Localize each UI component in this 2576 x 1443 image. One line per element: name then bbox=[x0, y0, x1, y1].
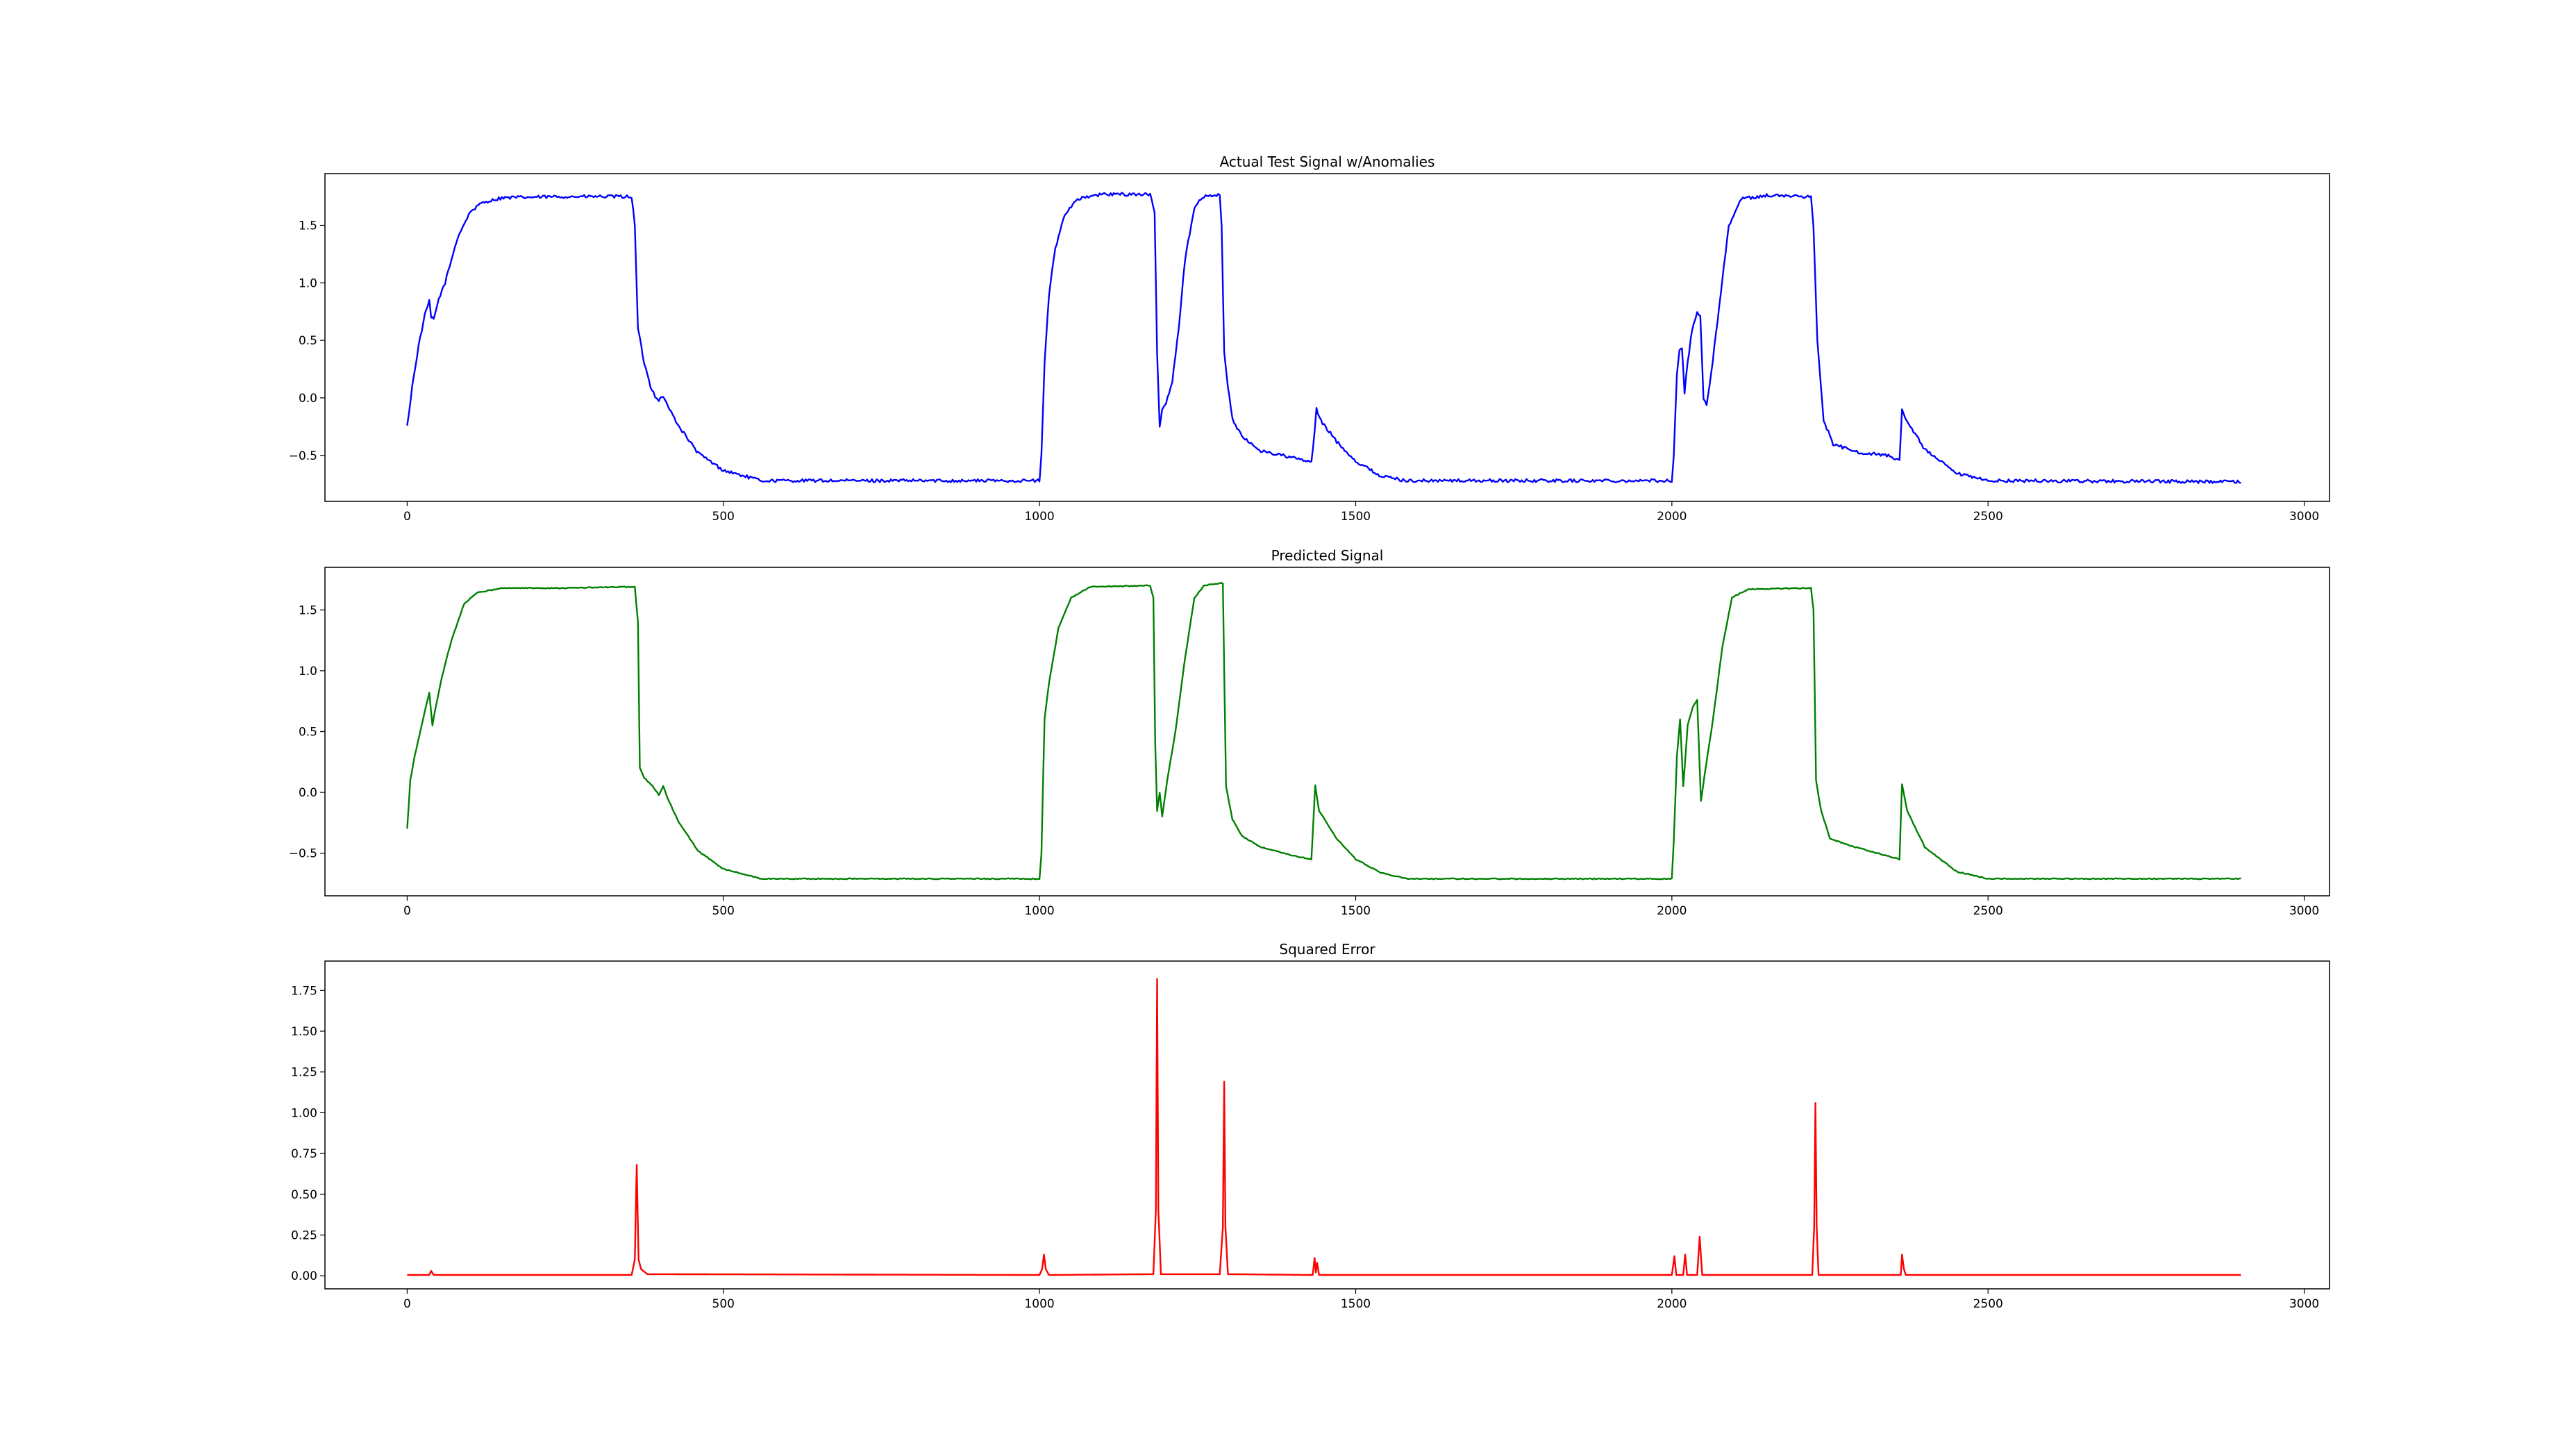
y-tick-label: 1.0 bbox=[299, 665, 317, 678]
x-tick-label: 0 bbox=[403, 1297, 411, 1311]
y-tick-label: 1.00 bbox=[291, 1106, 317, 1120]
subplot-squared-error: Squared Error 0 500 1000 1500 2000 2500 3000 0.0… bbox=[291, 941, 2330, 1311]
x-tick-label: 1500 bbox=[1341, 1297, 1371, 1311]
axes-frame-error bbox=[324, 960, 2330, 1290]
y-tick-label: 1.75 bbox=[291, 984, 317, 998]
x-tick-label: 2000 bbox=[1657, 904, 1687, 918]
y-tick-label: 1.50 bbox=[291, 1025, 317, 1039]
chart-title-actual: Actual Test Signal w/Anomalies bbox=[1220, 153, 1435, 170]
x-tick-label: 3000 bbox=[2289, 1297, 2319, 1311]
x-tick-label: 500 bbox=[712, 904, 735, 918]
y-tick-label: 0.5 bbox=[299, 334, 317, 348]
x-tick-label: 0 bbox=[403, 904, 411, 918]
subplot-actual-signal: Actual Test Signal w/Anomalies 0 500 1000 15… bbox=[289, 153, 2330, 524]
axes-frame-predicted bbox=[324, 567, 2330, 896]
x-tick-label: 1500 bbox=[1341, 510, 1371, 524]
y-tick-label: 0.75 bbox=[291, 1147, 317, 1161]
series-line-actual bbox=[406, 192, 2241, 484]
chart-title-predicted: Predicted Signal bbox=[1271, 547, 1384, 564]
y-tick-label: 1.0 bbox=[299, 276, 317, 290]
series-line-error bbox=[407, 978, 2241, 1276]
x-tick-label: 1000 bbox=[1024, 904, 1054, 918]
x-tick-label: 3000 bbox=[2289, 510, 2319, 524]
y-tick-label: −0.5 bbox=[289, 847, 317, 861]
x-tick-label: 2500 bbox=[1973, 510, 2003, 524]
x-tick-label: 2500 bbox=[1973, 1297, 2003, 1311]
x-tick-label: 2000 bbox=[1657, 510, 1687, 524]
series-line-predicted bbox=[406, 582, 2241, 881]
axes-frame-actual bbox=[324, 173, 2330, 502]
y-tick-label: 0.0 bbox=[299, 786, 317, 800]
x-tick-label: 0 bbox=[403, 510, 411, 524]
x-tick-label: 500 bbox=[712, 510, 735, 524]
chart-title-error: Squared Error bbox=[1279, 941, 1375, 958]
y-tick-label: 0.25 bbox=[291, 1229, 317, 1243]
x-tick-label: 2500 bbox=[1973, 904, 2003, 918]
x-tick-label: 3000 bbox=[2289, 904, 2319, 918]
x-tick-label: 2000 bbox=[1657, 1297, 1687, 1311]
x-tick-label: 1500 bbox=[1341, 904, 1371, 918]
x-tick-label: 500 bbox=[712, 1297, 735, 1311]
subplot-predicted-signal: Predicted Signal 0 500 1000 1500 2000 2500 3000… bbox=[289, 547, 2330, 918]
x-tick-label: 1000 bbox=[1024, 1297, 1054, 1311]
y-tick-label: 1.5 bbox=[299, 603, 317, 617]
y-tick-label: 1.25 bbox=[291, 1066, 317, 1080]
y-tick-label: 1.5 bbox=[299, 219, 317, 233]
y-tick-label: 0.5 bbox=[299, 726, 317, 740]
y-tick-label: 0.00 bbox=[291, 1269, 317, 1283]
y-tick-label: 0.50 bbox=[291, 1188, 317, 1202]
y-tick-label: −0.5 bbox=[289, 449, 317, 463]
y-tick-label: 0.0 bbox=[299, 392, 317, 406]
x-tick-label: 1000 bbox=[1024, 510, 1054, 524]
